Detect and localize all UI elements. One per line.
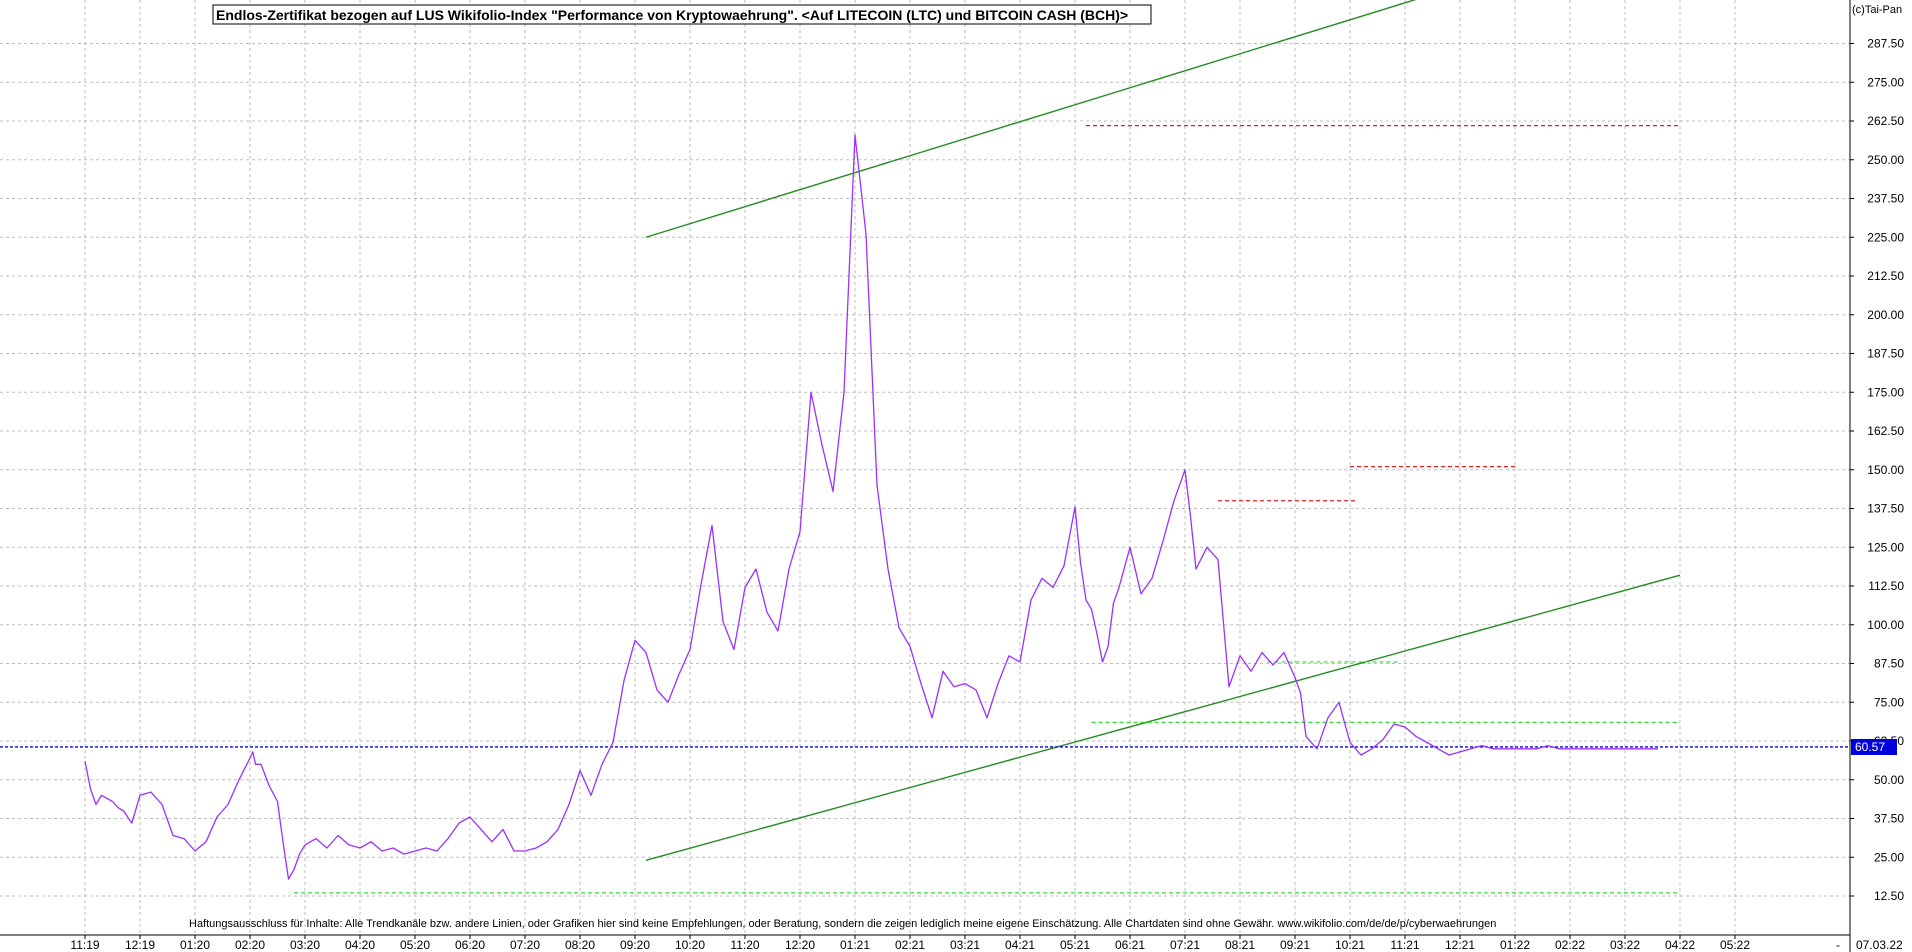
x-tick-label: 07:21 (1170, 938, 1200, 952)
x-tick-label: 08:20 (565, 938, 595, 952)
x-tick-label: 05:20 (400, 938, 430, 952)
x-tick-label: 01:22 (1500, 938, 1530, 952)
x-tick-label: 03:22 (1610, 938, 1640, 952)
x-tick-label: 10:20 (675, 938, 705, 952)
current-value-label: 60.57 (1855, 740, 1885, 754)
series-layer (84, 134, 1658, 880)
label-layer: 12.5025.0037.5050.0062.5075.0087.50100.0… (70, 37, 1904, 952)
current-value-badge (1851, 738, 1897, 755)
y-tick-label: 175.00 (1867, 385, 1904, 399)
x-tick-label: 06:21 (1115, 938, 1145, 952)
y-tick-label: 162.50 (1867, 424, 1904, 438)
x-tick-label: 11:19 (70, 938, 99, 952)
y-tick-label: 125.00 (1867, 540, 1904, 554)
x-tick-label: 12:21 (1445, 938, 1475, 952)
x-tick-label: 05:22 (1720, 938, 1750, 952)
y-tick-label: 200.00 (1867, 308, 1904, 322)
y-tick-label: 212.50 (1867, 269, 1904, 283)
x-tick-label: 02:20 (235, 938, 265, 952)
trend-channel-line (645, 574, 1681, 862)
x-tick-label: 11:21 (1390, 938, 1419, 952)
x-tick-label: 04:21 (1005, 938, 1035, 952)
x-tick-label: 02:22 (1555, 938, 1585, 952)
y-tick-label: 37.50 (1874, 812, 1904, 826)
y-tick-label: 25.00 (1874, 850, 1904, 864)
x-tick-label: 01:21 (840, 938, 870, 952)
x-tick-label: 06:20 (455, 938, 485, 952)
x-tick-label: 04:22 (1665, 938, 1695, 952)
y-tick-label: 75.00 (1874, 695, 1904, 709)
x-tick-label: 12:19 (125, 938, 155, 952)
x-end-date-label: 07.03.22 (1856, 938, 1903, 952)
axis-layer (0, 0, 1851, 952)
x-tick-label: 08:21 (1225, 938, 1255, 952)
y-tick-label: 250.00 (1867, 153, 1904, 167)
x-tick-label: 03:20 (290, 938, 320, 952)
y-tick-label: 187.50 (1867, 347, 1904, 361)
disclaimer-text: Haftungsausschluss für Inhalte: Alle Tre… (189, 918, 1496, 930)
x-tick-label: 09:20 (620, 938, 650, 952)
y-tick-label: 112.50 (1868, 579, 1904, 593)
watermark: (c)Tai-Pan (1852, 4, 1902, 16)
x-tick-label: 07:20 (510, 938, 540, 952)
y-tick-label: 137.50 (1867, 502, 1904, 516)
price-series-line (84, 134, 1658, 880)
y-tick-label: 87.50 (1874, 657, 1904, 671)
grid-layer (0, 0, 1854, 939)
x-tick-label: 02:21 (895, 938, 925, 952)
x-dash-label: - (1836, 938, 1840, 952)
y-tick-label: 275.00 (1867, 75, 1904, 89)
x-tick-label: 12:20 (785, 938, 815, 952)
x-tick-label: 01:20 (180, 938, 210, 952)
y-tick-label: 237.50 (1867, 192, 1904, 206)
x-tick-label: 10:21 (1335, 938, 1365, 952)
y-tick-label: 12.50 (1874, 889, 1904, 903)
title-box (212, 4, 1152, 25)
x-tick-label: 04:20 (345, 938, 375, 952)
reference-lines-layer (0, 0, 1850, 894)
y-tick-label: 50.00 (1874, 773, 1904, 787)
y-tick-label: 287.50 (1867, 37, 1904, 51)
y-tick-label: 225.00 (1867, 230, 1904, 244)
x-tick-label: 03:21 (950, 938, 980, 952)
chart-title: Endlos-Zertifikat bezogen auf LUS Wikifo… (216, 7, 1128, 23)
x-tick-label: 09:21 (1280, 938, 1310, 952)
x-tick-label: 11:20 (730, 938, 759, 952)
x-tick-label: 05:21 (1060, 938, 1090, 952)
y-tick-label: 100.00 (1867, 618, 1904, 632)
trend-channel-line (645, 0, 1417, 238)
y-tick-label: 150.00 (1867, 463, 1904, 477)
y-tick-label: 262.50 (1867, 114, 1904, 128)
